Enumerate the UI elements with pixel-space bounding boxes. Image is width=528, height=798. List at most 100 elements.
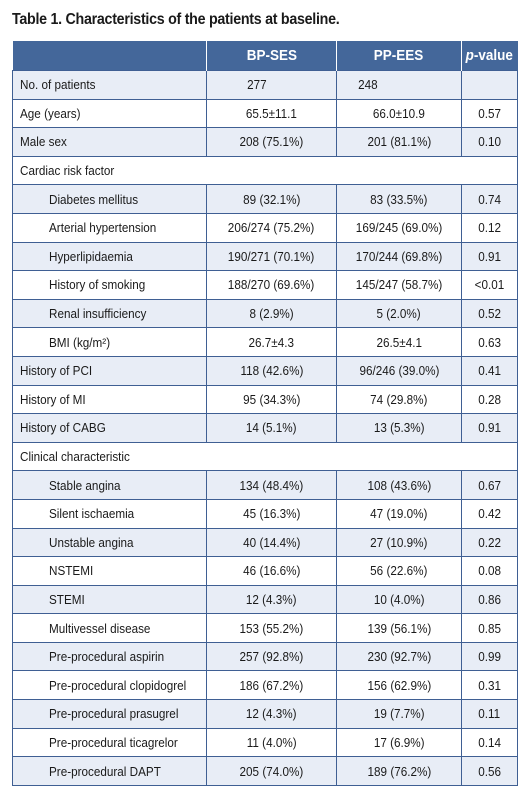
bp-ses-value: 190/271 (70.1%) [206,241,337,272]
bp-ses-value: 134 (48.4%) [206,470,337,500]
row-label: History of PCI [12,355,207,386]
pp-ees-value: 248 [336,70,462,100]
pp-ees-value: 10 (4.0%) [336,584,462,615]
section-row: Clinical characteristic [12,441,518,472]
table-row: Arterial hypertension 206/274 (75.2%) 169/… [12,212,518,243]
row-label: Diabetes mellitus [12,184,207,214]
row-label: Arterial hypertension [12,212,207,243]
table-row: History of MI 95 (34.3%) 74 (29.8%) 0.28 [12,384,518,415]
row-label: No. of patients [12,70,207,100]
table-row: Diabetes mellitus 89 (32.1%) 83 (33.5%) 0.7… [12,184,518,214]
pp-ees-value: 96/246 (39.0%) [336,355,462,386]
pp-ees-value: 47 (19.0%) [336,498,462,529]
p-value: 0.57 [461,98,518,129]
table-row: Pre-procedural ticagrelor 11 (4.0%) 17 (6.… [12,727,518,758]
pp-ees-value: 13 (5.3%) [336,413,462,443]
pp-ees-value: 169/245 (69.0%) [336,212,462,243]
p-value: 0.86 [461,584,518,615]
pp-ees-value: 156 (62.9%) [336,670,462,701]
row-label: Age (years) [12,98,207,129]
table-row: Pre-procedural DAPT 205 (74.0%) 189 (76.2%… [12,756,518,786]
table-row: Pre-procedural clopidogrel 186 (67.2%) 156… [12,670,518,701]
table-row: Hyperlipidaemia 190/271 (70.1%) 170/244 (6… [12,241,518,272]
header-p-value: p-value [461,41,518,71]
p-value: <0.01 [461,270,518,300]
pp-ees-value: 139 (56.1%) [336,613,462,643]
section-row: Cardiac risk factor [12,155,518,186]
bp-ses-value: 153 (55.2%) [206,613,337,643]
pp-ees-value: 74 (29.8%) [336,384,462,415]
table-row: History of CABG 14 (5.1%) 13 (5.3%) 0.91 [12,413,518,443]
pp-ees-value: 27 (10.9%) [336,527,462,558]
bp-ses-value: 257 (92.8%) [206,641,337,672]
section-label: Cardiac risk factor [12,155,518,186]
row-label: Pre-procedural DAPT [12,756,207,786]
pp-ees-value: 83 (33.5%) [336,184,462,214]
p-value: 0.56 [461,756,518,786]
pp-ees-value: 66.0±10.9 [336,98,462,129]
p-value: 0.28 [461,384,518,415]
pp-ees-value: 189 (76.2%) [336,756,462,786]
bp-ses-value: 12 (4.3%) [206,584,337,615]
row-label: BMI (kg/m²) [12,327,207,357]
bp-ses-value: 46 (16.6%) [206,556,337,586]
bp-ses-value: 188/270 (69.6%) [206,270,337,300]
row-label: History of smoking [12,270,207,300]
table-title: Table 1. Characteristics of the patients… [12,11,340,28]
pp-ees-value: 5 (2.0%) [336,298,462,329]
bp-ses-value: 26.7±4.3 [206,327,337,357]
row-label: Renal insufficiency [12,298,207,329]
bp-ses-value: 11 (4.0%) [206,727,337,758]
pp-ees-value: 201 (81.1%) [336,127,462,157]
row-label: Multivessel disease [12,613,207,643]
table-row: Multivessel disease 153 (55.2%) 139 (56.1%… [12,613,518,643]
row-label: Hyperlipidaemia [12,241,207,272]
table-body: No. of patients 277 248 Age (years) 65.5±11.… [12,70,518,786]
table-row: Stable angina 134 (48.4%) 108 (43.6%) 0.67 [12,470,518,500]
row-label: STEMI [12,584,207,615]
header-bp-ses: BP-SES [206,41,337,71]
bp-ses-value: 186 (67.2%) [206,670,337,701]
row-label: NSTEMI [12,556,207,586]
bp-ses-value: 12 (4.3%) [206,699,337,729]
table-row: NSTEMI 46 (16.6%) 56 (22.6%) 0.08 [12,556,518,586]
bp-ses-value: 40 (14.4%) [206,527,337,558]
p-value: 0.12 [461,212,518,243]
pp-ees-value: 230 (92.7%) [336,641,462,672]
pp-ees-value: 145/247 (58.7%) [336,270,462,300]
table-row: History of smoking 188/270 (69.6%) 145/247… [12,270,518,300]
pp-ees-value: 170/244 (69.8%) [336,241,462,272]
table-row: Age (years) 65.5±11.1 66.0±10.9 0.57 [12,98,518,129]
header-pp-ees: PP-EES [336,41,462,71]
bp-ses-value: 118 (42.6%) [206,355,337,386]
row-label: Male sex [12,127,207,157]
row-label: Silent ischaemia [12,498,207,529]
bp-ses-value: 205 (74.0%) [206,756,337,786]
row-label: Pre-procedural prasugrel [12,699,207,729]
row-label: Pre-procedural aspirin [12,641,207,672]
p-value: 0.91 [461,413,518,443]
row-label: History of CABG [12,413,207,443]
row-label: Pre-procedural clopidogrel [12,670,207,701]
baseline-characteristics-table: BP-SES PP-EES p-value No. of patients 277… [12,41,518,786]
p-value: 0.91 [461,241,518,272]
p-value: 0.52 [461,298,518,329]
table-row: Pre-procedural prasugrel 12 (4.3%) 19 (7.7… [12,699,518,729]
bp-ses-value: 206/274 (75.2%) [206,212,337,243]
bp-ses-value: 65.5±11.1 [206,98,337,129]
p-value: 0.42 [461,498,518,529]
table-row: Male sex 208 (75.1%) 201 (81.1%) 0.10 [12,127,518,157]
row-label: History of MI [12,384,207,415]
p-value: 0.31 [461,670,518,701]
p-value: 0.99 [461,641,518,672]
p-value: 0.41 [461,355,518,386]
pp-ees-value: 56 (22.6%) [336,556,462,586]
p-value: 0.14 [461,727,518,758]
bp-ses-value: 89 (32.1%) [206,184,337,214]
pp-ees-value: 26.5±4.1 [336,327,462,357]
row-label: Stable angina [12,470,207,500]
p-value: 0.10 [461,127,518,157]
bp-ses-value: 277 [206,70,337,100]
pp-ees-value: 19 (7.7%) [336,699,462,729]
p-value: 0.11 [461,699,518,729]
